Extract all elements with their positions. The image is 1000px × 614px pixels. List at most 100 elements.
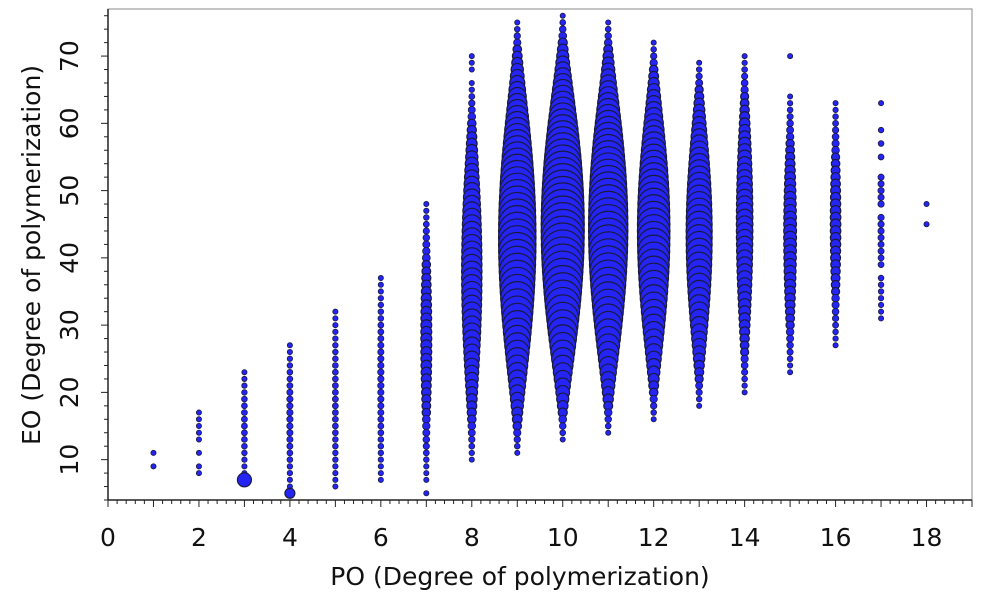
data-point (332, 328, 339, 335)
data-point (878, 308, 885, 315)
data-point (377, 295, 384, 302)
y-tick-label: 60 (55, 107, 84, 139)
data-point (377, 415, 385, 423)
data-point (332, 382, 339, 390)
data-point (741, 66, 748, 73)
data-point (377, 355, 385, 363)
data-point (741, 389, 748, 396)
data-point (332, 470, 339, 477)
data-point (832, 342, 839, 349)
data-point (332, 348, 339, 356)
data-point (831, 314, 840, 322)
data-point (332, 456, 339, 463)
data-point (332, 442, 339, 450)
data-point (832, 113, 839, 120)
data-point (604, 415, 612, 423)
data-point (877, 234, 885, 242)
data-point (423, 207, 430, 214)
data-point (696, 59, 703, 66)
data-point (877, 173, 885, 181)
data-point (422, 227, 430, 235)
data-point (331, 402, 339, 410)
data-point (832, 100, 839, 107)
data-point (195, 409, 202, 416)
data-point (877, 187, 885, 195)
data-point (241, 375, 248, 382)
data-point (468, 449, 475, 457)
data-point (331, 395, 339, 403)
data-point (286, 395, 294, 403)
data-point (377, 470, 384, 477)
data-point (332, 422, 339, 430)
data-point (695, 388, 703, 396)
data-point (286, 456, 294, 463)
data-point (605, 19, 612, 26)
data-point (877, 193, 885, 201)
data-point (878, 315, 885, 322)
data-point (786, 348, 794, 356)
data-point (377, 388, 385, 396)
data-point (787, 369, 794, 376)
x-tick-label: 4 (282, 523, 298, 552)
data-point (877, 140, 885, 147)
data-point (377, 348, 385, 356)
data-point (286, 449, 294, 457)
data-point (241, 382, 248, 389)
data-point (514, 19, 521, 26)
x-tick-label: 18 (911, 523, 943, 552)
data-point (786, 355, 794, 363)
data-point (331, 389, 339, 396)
data-point (423, 490, 430, 497)
x-tick-label: 6 (373, 523, 389, 552)
data-point (377, 449, 385, 457)
data-point (741, 382, 748, 389)
data-point (241, 422, 248, 430)
data-point (832, 119, 839, 127)
data-point (649, 394, 658, 404)
y-axis-title: EO (Degree of polymerization) (17, 65, 46, 445)
data-point (513, 435, 521, 444)
data-point (650, 402, 658, 410)
data-point (877, 274, 885, 282)
data-point (832, 321, 839, 329)
data-point (650, 46, 657, 53)
x-axis-title: PO (Degree of polymerization) (330, 562, 709, 591)
plot-frame (107, 8, 973, 501)
data-point (877, 213, 885, 222)
data-point (377, 301, 385, 309)
data-point (423, 463, 430, 470)
data-point (877, 295, 885, 302)
data-point (786, 113, 794, 121)
data-point (377, 436, 385, 443)
data-point (286, 388, 294, 396)
data-point (650, 52, 658, 60)
data-point (877, 153, 885, 161)
data-point (604, 422, 612, 430)
data-point (831, 300, 840, 309)
data-point (332, 322, 339, 329)
data-point (877, 200, 885, 208)
data-point (241, 429, 248, 437)
data-point (422, 442, 430, 450)
data-point (332, 436, 339, 443)
data-point (150, 449, 157, 456)
data-point (241, 442, 248, 450)
data-point (787, 362, 794, 369)
data-point (513, 32, 521, 40)
data-point (741, 375, 748, 383)
data-point (377, 341, 385, 349)
data-point (877, 247, 885, 255)
data-point (468, 435, 476, 444)
data-point (468, 442, 476, 450)
x-tick-label: 16 (820, 523, 852, 552)
data-point (286, 476, 293, 483)
data-point (195, 416, 202, 423)
data-point (241, 389, 248, 396)
data-point (831, 132, 840, 141)
data-point (877, 180, 885, 188)
data-point (559, 19, 567, 26)
data-point (195, 449, 202, 456)
data-point (241, 463, 248, 470)
data-point (377, 335, 385, 342)
data-point (558, 25, 567, 33)
